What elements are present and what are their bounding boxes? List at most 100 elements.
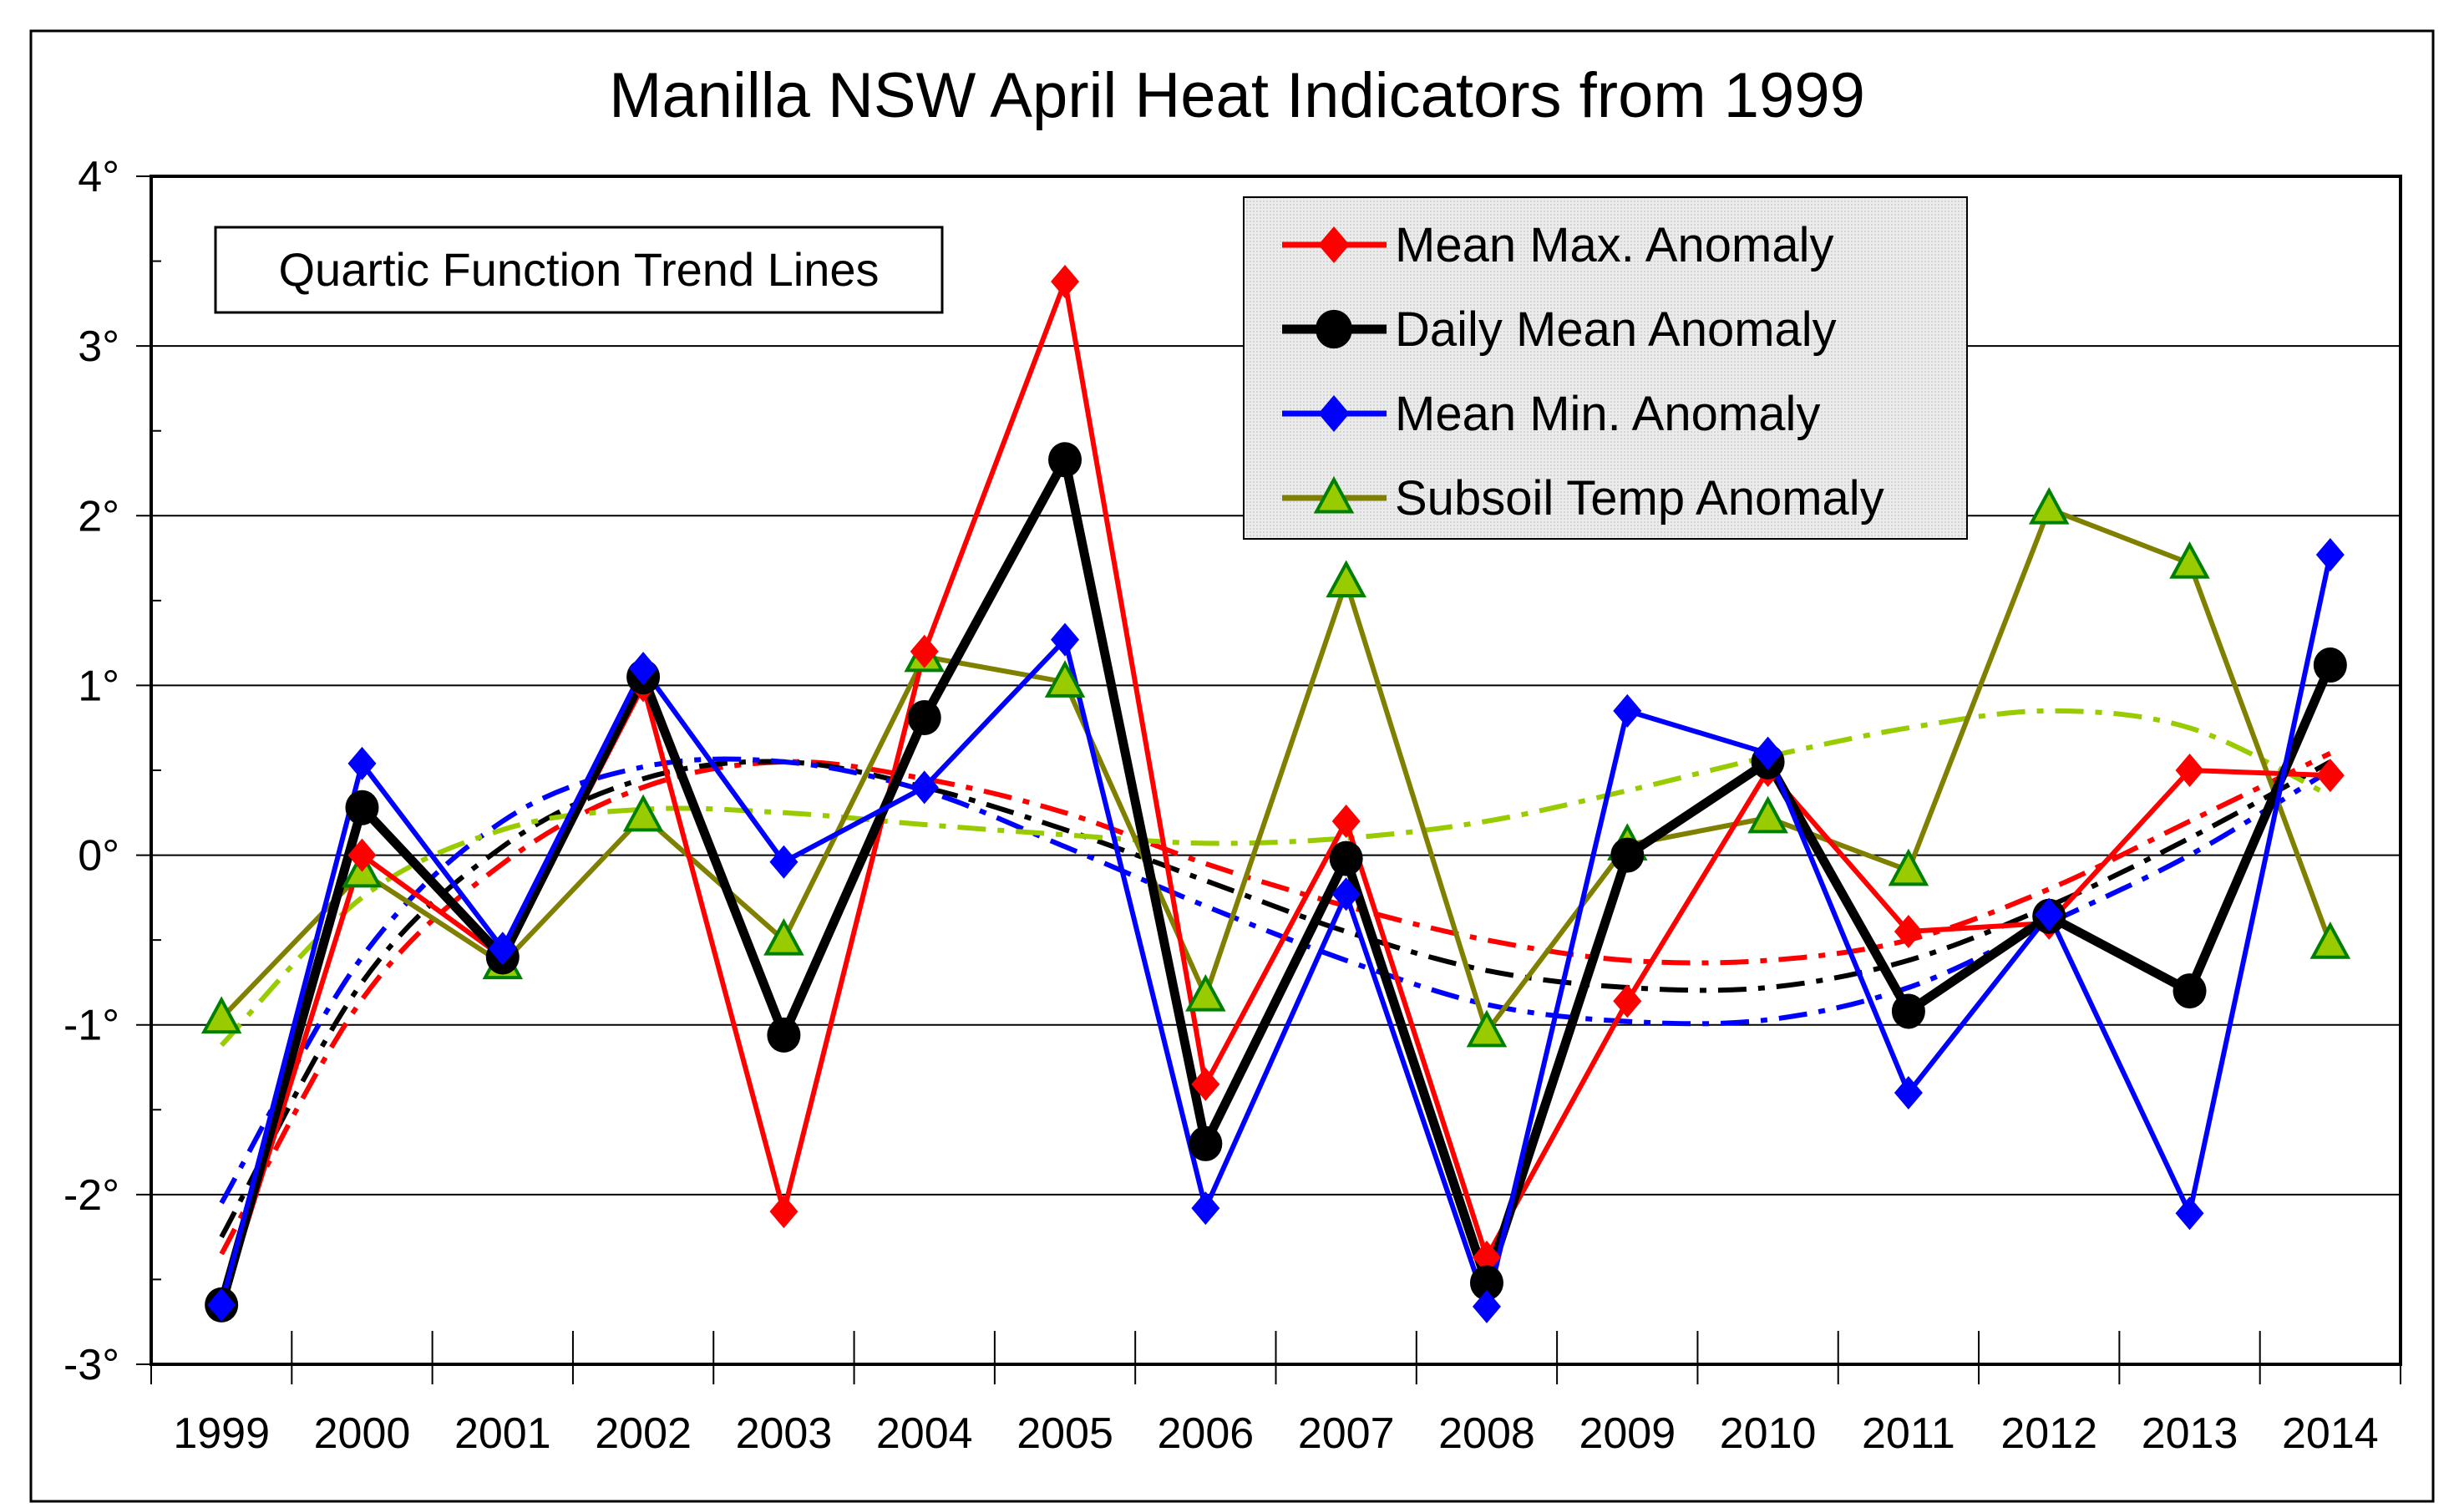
trend-note-box: Quartic Function Trend Lines	[214, 226, 944, 314]
x-tick-label: 2005	[1017, 1409, 1113, 1458]
data-point	[2172, 973, 2207, 1009]
legend-item: Mean Max. Anomaly	[1282, 218, 1833, 272]
x-tick-label: 2001	[454, 1409, 551, 1458]
x-tick-label: 2004	[876, 1409, 973, 1458]
data-point	[910, 770, 939, 805]
data-point	[200, 996, 242, 1034]
series-markers-3	[200, 486, 2351, 1048]
grid	[151, 345, 2401, 1196]
y-tick-label: -1°	[63, 1002, 119, 1050]
data-point	[622, 794, 664, 832]
data-point	[347, 838, 377, 872]
data-point	[1051, 264, 1080, 298]
legend-box	[1243, 196, 1968, 540]
data-point	[1613, 693, 1642, 728]
x-tick-label: 2003	[736, 1409, 833, 1458]
data-point	[1888, 848, 1929, 886]
y-tick-label: 2°	[78, 492, 119, 541]
data-point	[2313, 647, 2347, 683]
x-tick-label: 2008	[1438, 1409, 1535, 1458]
y-tick-label: -2°	[63, 1171, 119, 1220]
series-1	[216, 454, 2335, 1307]
data-point	[1472, 1241, 1501, 1275]
x-tick-label: 2000	[314, 1409, 411, 1458]
y-tick-label: 1°	[78, 662, 119, 710]
legend-label: Mean Max. Anomaly	[1395, 218, 1833, 272]
data-point	[1191, 1191, 1220, 1226]
data-point	[1466, 1009, 1508, 1048]
data-point	[1610, 837, 1645, 873]
x-tick-label: 2009	[1579, 1409, 1676, 1458]
data-point	[1472, 1289, 1501, 1323]
data-point	[1316, 309, 1352, 349]
data-point	[2175, 754, 2204, 787]
data-point	[1331, 877, 1361, 911]
data-point	[769, 1195, 799, 1229]
legend-label: Mean Min. Anomaly	[1395, 387, 1820, 441]
data-point	[1318, 226, 1350, 263]
trend-line	[219, 750, 2332, 1256]
x-tick-label: 2012	[2000, 1409, 2097, 1458]
data-point	[2028, 486, 2070, 525]
legend-item: Mean Min. Anomaly	[1282, 387, 1820, 441]
x-tick-label: 2014	[2282, 1409, 2379, 1458]
series-line	[216, 454, 2335, 1307]
data-point	[1894, 1075, 1923, 1109]
x-tick-label: 2006	[1158, 1409, 1255, 1458]
data-point	[207, 1287, 236, 1322]
data-point	[2309, 922, 2351, 959]
data-point	[1891, 993, 1925, 1029]
series-line	[219, 506, 2333, 1034]
data-point	[345, 790, 379, 825]
data-point	[910, 634, 939, 668]
y-tick-label: 4°	[78, 153, 119, 201]
data-point	[769, 845, 799, 879]
legend-label: Daily Mean Anomaly	[1395, 302, 1837, 357]
series-lines	[200, 264, 2351, 1323]
data-point	[907, 700, 941, 736]
y-tick-label: -3°	[63, 1341, 119, 1389]
x-tick-label: 2011	[1862, 1409, 1955, 1458]
data-point	[1894, 914, 1923, 948]
data-point	[763, 917, 804, 956]
data-point	[1326, 560, 1366, 598]
data-point	[1185, 973, 1226, 1012]
legend-label: Subsoil Temp Anomaly	[1395, 471, 1884, 526]
trend-note-text: Quartic Function Trend Lines	[278, 243, 879, 296]
data-point	[2175, 1196, 2204, 1231]
trend-line	[219, 708, 2332, 1048]
data-point	[1189, 1125, 1223, 1161]
series-markers-2	[207, 538, 2345, 1323]
chart-title: Manilla NSW April Heat Indicators from 1…	[609, 60, 1865, 131]
data-point	[488, 932, 517, 966]
x-tick-label: 2013	[2142, 1409, 2238, 1458]
trend-line	[219, 756, 2332, 1205]
x-tick-label: 2002	[595, 1409, 692, 1458]
series-2	[219, 554, 2333, 1309]
data-point	[1747, 795, 1788, 834]
data-point	[1048, 442, 1082, 478]
data-point	[1613, 984, 1642, 1018]
y-tick-labels: 4° 3° 2° 1° 0° -1° -2° -3°	[63, 153, 119, 1389]
x-tick-label: 2007	[1298, 1409, 1395, 1458]
series-3	[219, 506, 2333, 1034]
data-point	[2315, 759, 2345, 793]
x-tick-label: 1999	[173, 1409, 270, 1458]
data-point	[1329, 840, 1363, 876]
data-point	[1191, 1067, 1220, 1101]
data-point	[1753, 736, 1782, 770]
data-point	[629, 652, 658, 686]
data-point	[2035, 897, 2064, 932]
legend-item: Subsoil Temp Anomaly	[1282, 471, 1884, 526]
data-point	[767, 1017, 801, 1053]
y-tick-label: 3°	[78, 322, 119, 371]
data-point	[1318, 395, 1350, 432]
data-point	[1469, 1265, 1503, 1301]
data-point	[1331, 804, 1361, 838]
legend: Mean Max. Anomaly Daily Mean Anomaly Mean …	[1243, 196, 1968, 540]
data-point	[347, 746, 377, 780]
legend-item: Daily Mean Anomaly	[1282, 302, 1837, 357]
data-point	[1051, 622, 1080, 657]
y-tick-label: 0°	[78, 832, 119, 881]
